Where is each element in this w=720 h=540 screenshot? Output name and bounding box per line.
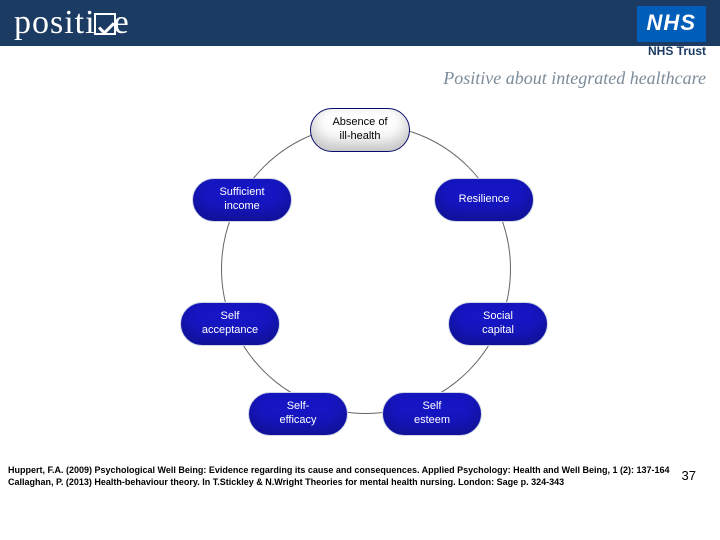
nhs-trust-label: NHS Trust xyxy=(399,44,706,58)
node-absence: Absence ofill-health xyxy=(310,108,410,152)
node-income: Sufficientincome xyxy=(192,178,292,222)
checkbox-icon xyxy=(94,13,116,35)
logo-text-prefix: positi xyxy=(14,4,96,41)
slide-number: 37 xyxy=(682,468,696,483)
org-name: Nottinghamshire Healthcare xyxy=(399,2,626,22)
positive-logo: positie xyxy=(14,4,130,42)
ring-circle xyxy=(221,124,511,414)
node-selfacc: Selfacceptance xyxy=(180,302,280,346)
tagline: Positive about integrated healthcare xyxy=(443,68,706,89)
reference-1: Huppert, F.A. (2009) Psychological Well … xyxy=(8,464,680,476)
node-selfest: Selfesteem xyxy=(382,392,482,436)
nhs-badge: NHS xyxy=(637,6,706,42)
node-resil: Resilience xyxy=(434,178,534,222)
footer: Huppert, F.A. (2009) Psychological Well … xyxy=(0,460,720,536)
logo-text-suffix: e xyxy=(114,4,130,41)
wellbeing-diagram: Absence ofill-health Sufficientincome Resi… xyxy=(0,94,720,454)
reference-2: Callaghan, P. (2013) Health-behaviour th… xyxy=(8,476,680,488)
node-social: Socialcapital xyxy=(448,302,548,346)
header-right: Nottinghamshire Healthcare NHS NHS Trust xyxy=(399,6,706,58)
node-selfeff: Self-efficacy xyxy=(248,392,348,436)
slide-header: positie Nottinghamshire Healthcare NHS N… xyxy=(0,0,720,94)
